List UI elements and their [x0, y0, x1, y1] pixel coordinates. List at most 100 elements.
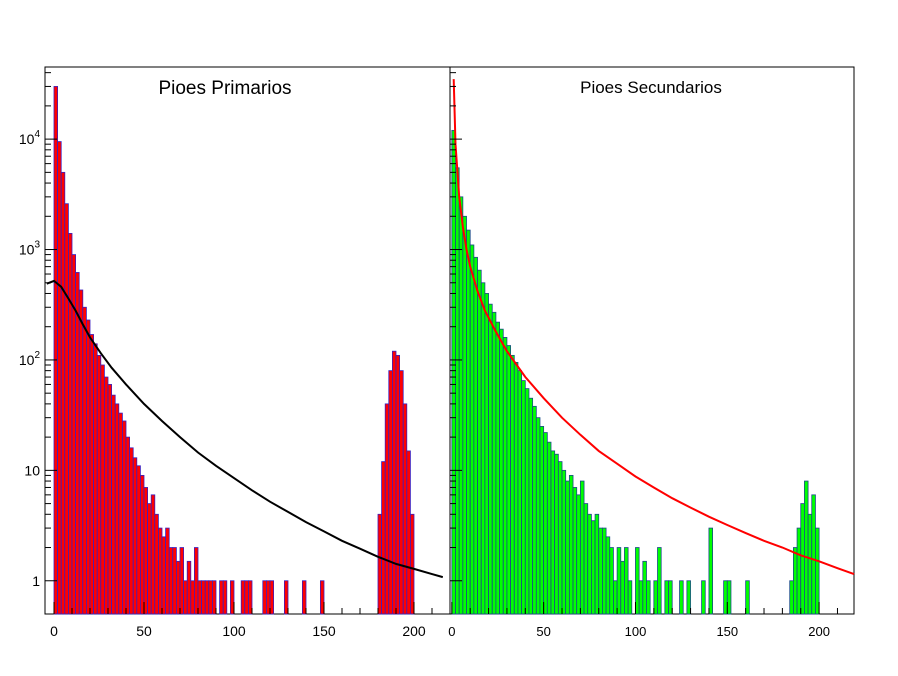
histogram-bin [458, 196, 464, 615]
histogram-bin [561, 469, 567, 615]
primarios-histogram [53, 86, 415, 615]
primarios-fit-curve [46, 279, 444, 579]
histogram-bin [591, 520, 596, 615]
x-tick-label: 150 [312, 623, 336, 639]
histogram-bin [701, 580, 706, 615]
histogram-bin [129, 447, 134, 615]
histogram-bin [726, 580, 732, 615]
histogram-bin [399, 370, 404, 615]
histogram-bin [143, 487, 148, 615]
histogram-bin [229, 580, 235, 615]
histogram-bin [201, 580, 206, 615]
left-y-axis: 1 10 102 103 104 [19, 72, 57, 589]
histogram-bin [125, 436, 130, 615]
histogram-bin [708, 527, 713, 615]
histogram-bin [147, 503, 152, 615]
histogram-bin [495, 321, 500, 615]
histogram-bin [53, 86, 58, 615]
y-tick-label: 104 [19, 129, 41, 147]
histogram-bin [269, 580, 274, 615]
histogram-bin [565, 480, 570, 615]
x-tick-label: 0 [50, 623, 58, 639]
histogram-bin [598, 527, 603, 615]
histogram-bin [554, 453, 559, 615]
right-pad-title: Pioes Secundarios [580, 78, 722, 97]
histogram-bin [107, 384, 112, 615]
histogram-bin [686, 580, 691, 615]
histogram-bin [247, 580, 253, 615]
histogram-bin [104, 376, 109, 615]
histogram-bin [635, 547, 640, 615]
histogram-bin [122, 420, 127, 615]
histogram-bin [679, 580, 684, 615]
x-tick-label: 100 [222, 623, 246, 639]
histogram-bin [510, 354, 515, 615]
histogram-bin [572, 487, 578, 615]
histogram-bin [657, 547, 662, 615]
histogram-bin [532, 405, 537, 615]
histogram-bin [546, 441, 552, 615]
histogram-bin [451, 129, 456, 615]
histogram-bin [800, 503, 805, 615]
histogram-bin [466, 229, 471, 615]
histogram-bin [118, 412, 123, 615]
histogram-bin [208, 580, 213, 615]
histogram-bin [745, 580, 750, 615]
histogram-bin [406, 450, 411, 615]
histogram-bin [179, 547, 184, 615]
histogram-bin [646, 580, 651, 615]
histogram-bin [499, 328, 504, 615]
histogram-bin [502, 337, 508, 615]
histogram-bin [222, 580, 228, 615]
left-pad: 0 50 100 150 200 1 10 102 103 104 Pioes Primario… [19, 66, 451, 639]
histogram-bin [484, 293, 489, 615]
histogram-bin [377, 513, 382, 615]
histogram-bin [150, 494, 156, 615]
histogram-bin [244, 580, 249, 615]
histogram-bin [469, 244, 475, 615]
histogram-bin [602, 527, 607, 615]
histogram-bin [668, 580, 673, 615]
histogram-bin [815, 527, 820, 615]
histogram-bin [789, 580, 794, 615]
histogram-bin [114, 403, 120, 615]
histogram-bin [391, 350, 397, 615]
histogram-bin [64, 203, 69, 615]
histogram-bin [455, 167, 460, 615]
histogram-bin [240, 580, 246, 615]
histogram-bin [613, 580, 618, 615]
histogram-bin [594, 513, 600, 615]
x-tick-label: 200 [402, 623, 426, 639]
histogram-bin [89, 334, 94, 615]
histogram-bin [804, 480, 809, 615]
y-tick-label: 1 [32, 573, 40, 589]
histogram-bin [60, 171, 66, 615]
histogram-bin [68, 232, 73, 615]
histogram-bin [186, 560, 192, 615]
histogram-bin [193, 547, 199, 615]
histogram-bin [480, 282, 486, 615]
x-tick-label: 100 [625, 624, 647, 639]
histogram-bin [75, 272, 80, 615]
histogram-bin [139, 474, 145, 615]
histogram-bin [172, 547, 177, 615]
histogram-bin [535, 417, 541, 615]
histogram-bin [543, 432, 548, 615]
histogram-bin [609, 547, 614, 615]
histogram-bin [219, 580, 224, 615]
histogram-bin [506, 345, 511, 615]
histogram-bin [796, 527, 802, 615]
histogram-bin [627, 580, 633, 615]
histogram-bin [197, 580, 202, 615]
histogram-bin [491, 311, 497, 615]
histogram-bin [807, 513, 813, 615]
histogram-bin [402, 403, 408, 615]
histogram-bin [664, 580, 669, 615]
histogram-bin [136, 465, 141, 615]
histogram-bin [93, 343, 98, 615]
histogram-bin [568, 474, 574, 615]
histogram-bin [165, 527, 170, 615]
x-tick-label: 50 [536, 624, 550, 639]
histogram-bin [550, 450, 556, 615]
histogram-bin [395, 354, 400, 615]
